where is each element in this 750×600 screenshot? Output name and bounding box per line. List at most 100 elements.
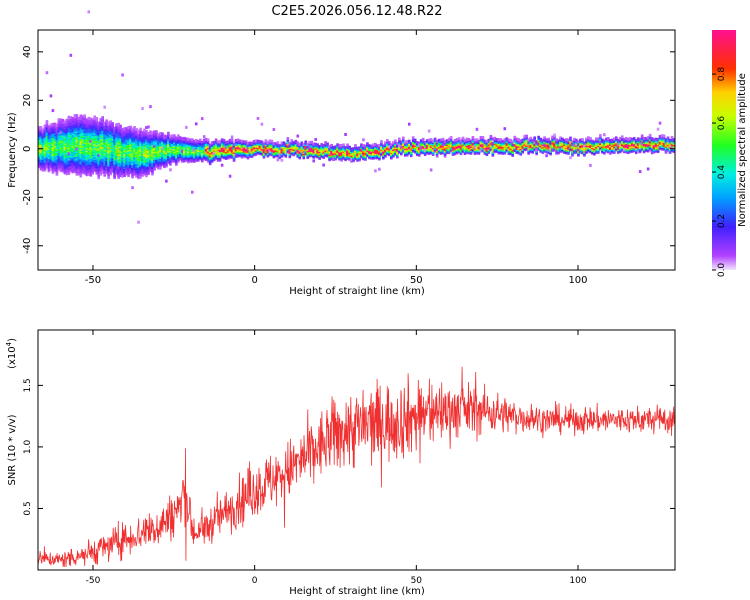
spectrogram-cell [513,135,517,139]
spectrogram-cell [533,136,536,140]
spectrogram-cell [360,143,363,147]
spectrogram-cell [378,167,381,171]
spectrogram-cell [161,146,164,150]
spectrogram-cell [83,117,87,121]
spectrogram-cell [561,137,564,141]
spectrogram-cell [555,149,558,153]
spectrogram-cell [183,136,186,140]
spectrogram-cell [497,138,501,142]
spectrogram-cell [433,137,437,141]
spectrogram-cell [533,139,536,143]
spectrogram-cell [258,140,262,144]
spectrogram-cell [330,143,333,147]
spectrogram-cell [481,136,485,140]
spectrogram-cell [188,138,192,142]
spectrogram-cell [491,137,495,141]
spectrogram-cell [121,128,124,131]
spectrogram-cell [467,138,471,142]
spectrogram-cell [49,123,53,127]
spectrogram-cell [278,144,282,148]
spectrogram-cell [485,139,489,143]
spectrogram-cell [101,116,104,120]
spectrogram-cell [131,127,134,131]
spectrogram-cell [210,141,214,145]
spectrogram-cell [559,136,562,140]
spectrogram-cell [407,122,411,126]
spectrogram-cell [250,141,254,145]
spectrogram-cell [149,130,152,134]
spectrogram-cell [256,139,260,143]
spectrogram-cell [75,147,79,151]
spectrogram-cell [553,133,556,137]
spectrogram-cell [463,138,467,142]
spectrogram-cell [529,136,532,140]
spectrogram-cell [97,154,101,158]
spectrogram-cell [579,138,582,142]
spectrogram-cell [208,143,212,147]
spectrogram-cell [519,139,523,143]
spectrogram-cell [557,139,560,143]
spectrogram-cell [248,141,252,145]
spectrogram-cell [252,139,256,143]
spectrogram-cell [491,141,495,145]
spectrogram-cell [202,135,206,139]
spectrogram-cell [541,138,544,142]
spectrogram-cell [292,141,296,145]
spectrogram-cell [121,73,124,77]
spectrogram-cell [173,134,176,138]
spectrogram-cell [286,137,290,141]
spectrogram-cell [324,141,327,145]
spectrogram-cell [165,135,168,139]
spectrogram-cell [119,124,122,128]
spectrogram-cell [344,146,347,150]
spectrogram-cell [581,138,584,142]
spectrogram-cell [75,114,79,118]
spectrogram-cell [284,142,288,146]
spectrogram-cell [344,132,347,136]
spectrogram-cell [300,141,304,145]
spectrogram-cell [413,138,417,142]
spectrogram-cell [503,138,507,142]
spectrogram-cell [69,53,73,57]
spectrogram-cell [368,144,371,148]
spectrogram-cell [475,138,479,142]
spectrogram-cell [547,148,550,152]
spectrogram-cell [394,139,397,143]
spectrogram-cell [435,140,439,143]
spectrogram-cell [318,144,321,148]
spectrogram-cell [471,136,475,140]
spectrogram-cell [214,138,218,142]
spectrogram-cell [145,130,148,134]
spectrogram-cell [569,156,572,160]
spectrogram-cell [181,149,184,153]
spectrogram-cell [99,117,102,121]
spectrogram-cell [268,139,272,143]
spectrogram-cell [495,138,499,142]
spectrogram-cell [401,136,405,140]
spectrogram-cell [43,124,47,128]
spectrogram-cell [415,141,419,145]
spectrogram-cell [322,163,325,167]
spectrogram-cell [571,140,574,144]
spectrogram-cell [473,145,477,149]
spectrogram-cell [539,137,542,141]
spectrogram-cell [179,136,182,140]
spectrogram-cell [453,139,457,142]
spectrogram-cell [493,136,497,140]
spectrogram-cell [131,186,134,190]
spectrogram-cell [222,138,226,142]
spectrogram-cell [362,138,365,142]
spectrogram-cell [185,137,188,141]
spectrogram-cell [246,141,250,145]
spectrogram-cell [109,120,112,124]
spectrogram-cell [218,140,222,144]
spectrogram-cell [244,140,248,144]
spectrogram-cell [266,141,270,145]
spectrogram-cell [37,126,41,130]
spectrogram-cell [549,140,552,144]
spectrogram-cell [459,141,463,145]
spectrogram-cell [137,129,140,133]
spectrogram-cell [511,140,515,144]
spectrogram-cell [306,142,310,146]
spectrogram-cell [501,139,505,143]
